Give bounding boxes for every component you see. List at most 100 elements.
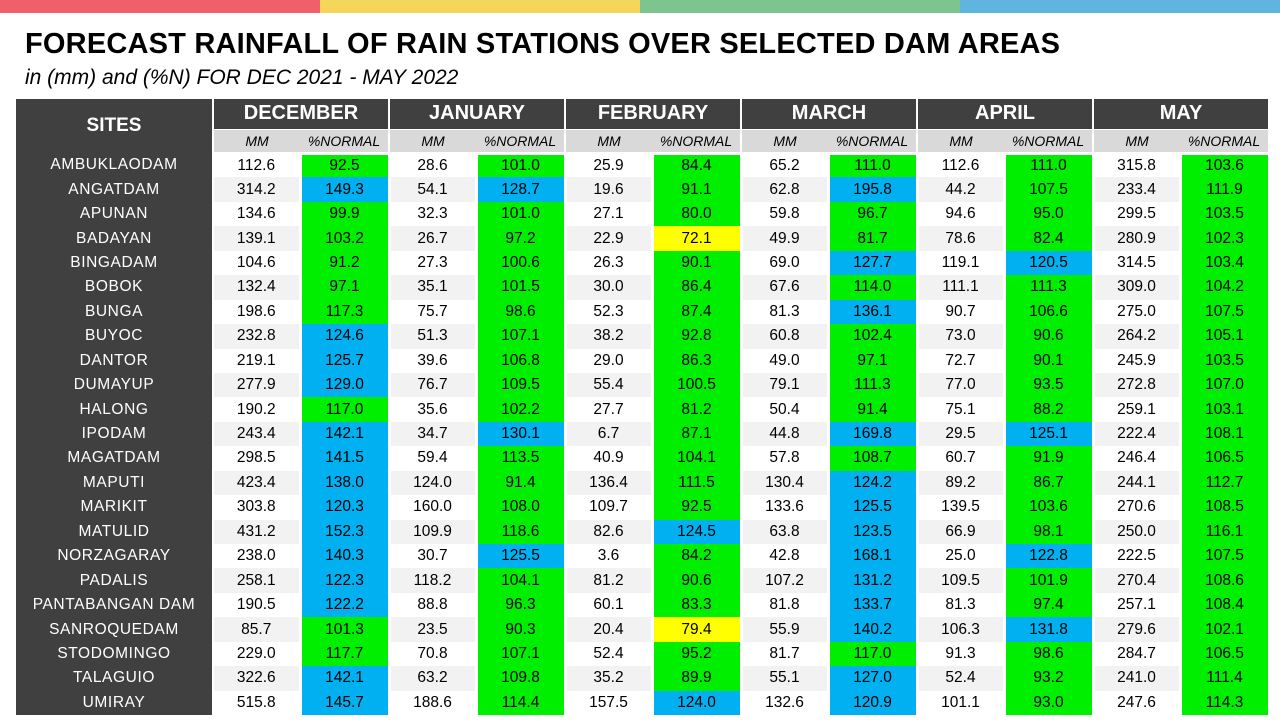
pct-normal-value-march: 91.4 [826, 397, 919, 422]
mm-value-march: 69.0 [741, 250, 828, 276]
mm-value-march: 57.8 [741, 446, 828, 471]
pct-normal-value-may: 102.1 [1178, 617, 1271, 642]
table-row: BINGADAM 104.6 91.2 27.3 100.6 26.3 90.1 69.0 12… [16, 250, 1271, 276]
mm-value-may: 309.0 [1093, 275, 1180, 300]
pct-normal-value-february: 84.2 [650, 544, 743, 569]
site-name: BOBOK [16, 275, 214, 300]
pct-normal-value-april: 125.1 [1002, 421, 1095, 447]
pct-normal-value-march: 136.1 [826, 299, 919, 325]
mm-value-january: 76.7 [389, 372, 476, 398]
pct-normal-value-december: 117.7 [298, 641, 391, 667]
site-name: UMIRAY [16, 690, 214, 716]
mm-value-may: 259.1 [1093, 397, 1180, 422]
pct-normal-value-april: 111.0 [1002, 153, 1095, 178]
table-row: BADAYAN 139.1 103.2 26.7 97.2 22.9 72.1 49.9 81.… [16, 226, 1271, 251]
pct-normal-value-january: 102.2 [474, 397, 567, 422]
subheader-pct-normal: %NORMAL [476, 129, 566, 155]
pct-normal-value-may: 108.6 [1178, 568, 1271, 593]
pct-normal-value-april: 131.8 [1002, 617, 1095, 642]
pct-normal-value-february: 124.5 [650, 519, 743, 544]
table-row: SANROQUEDAM 85.7 101.3 23.5 90.3 20.4 79.4 55.9… [16, 617, 1271, 642]
top-color-bar [0, 0, 1280, 13]
pct-normal-value-april: 120.5 [1002, 250, 1095, 276]
mm-value-march: 63.8 [741, 519, 828, 544]
mm-value-may: 244.1 [1093, 470, 1180, 496]
mm-value-february: 30.0 [565, 275, 652, 300]
mm-value-may: 280.9 [1093, 226, 1180, 251]
table-row: MAGATDAM 298.5 141.5 59.4 113.5 40.9 104.1 57.8… [16, 446, 1271, 471]
mm-value-december: 190.2 [213, 397, 300, 422]
mm-value-april: 81.3 [917, 592, 1004, 618]
table-row: HALONG 190.2 117.0 35.6 102.2 27.7 81.2 50.4 91.… [16, 397, 1271, 422]
mm-value-april: 72.7 [917, 348, 1004, 373]
site-name: MAPUTI [16, 470, 214, 496]
mm-value-january: 54.1 [389, 177, 476, 202]
pct-normal-value-december: 140.3 [298, 544, 391, 569]
pct-normal-value-april: 103.6 [1002, 495, 1095, 520]
mm-value-december: 258.1 [213, 568, 300, 593]
pct-normal-value-february: 89.9 [650, 666, 743, 691]
subheader-mm: MM [389, 129, 476, 155]
table-row: ANGATDAM 314.2 149.3 54.1 128.7 19.6 91.1 62.8 1… [16, 177, 1271, 202]
pct-normal-value-december: 142.1 [298, 666, 391, 691]
mm-value-march: 62.8 [741, 177, 828, 202]
subheader-mm: MM [917, 129, 1004, 155]
pct-normal-value-february: 87.4 [650, 299, 743, 325]
pct-normal-value-march: 117.0 [826, 641, 919, 667]
mm-value-january: 124.0 [389, 470, 476, 496]
pct-normal-value-february: 87.1 [650, 421, 743, 447]
pct-normal-value-april: 82.4 [1002, 226, 1095, 251]
pct-normal-value-february: 111.5 [650, 470, 743, 496]
mm-value-may: 270.4 [1093, 568, 1180, 593]
pct-normal-value-january: 104.1 [474, 568, 567, 593]
pct-normal-value-march: 169.8 [826, 421, 919, 447]
mm-value-february: 29.0 [565, 348, 652, 373]
subheader-mm: MM [213, 129, 300, 155]
mm-value-april: 90.7 [917, 299, 1004, 325]
mm-value-march: 67.6 [741, 275, 828, 300]
mm-value-march: 60.8 [741, 324, 828, 349]
table-row: NORZAGARAY 238.0 140.3 30.7 125.5 3.6 84.2 42.8… [16, 544, 1271, 569]
table-row: PANTABANGAN DAM 190.5 122.2 88.8 96.3 60.1 83.… [16, 592, 1271, 618]
pct-normal-value-march: 97.1 [826, 348, 919, 373]
table-row: BUNGA 198.6 117.3 75.7 98.6 52.3 87.4 81.3 136.1… [16, 299, 1271, 325]
mm-value-march: 65.2 [741, 153, 828, 178]
top-bar-segment-blue [960, 0, 1280, 13]
mm-value-january: 35.6 [389, 397, 476, 422]
pct-normal-value-february: 92.8 [650, 324, 743, 349]
mm-value-january: 70.8 [389, 641, 476, 667]
table-row: MAPUTI 423.4 138.0 124.0 91.4 136.4 111.5 130.4… [16, 470, 1271, 496]
site-name: PADALIS [16, 568, 214, 593]
pct-normal-value-december: 142.1 [298, 421, 391, 447]
pct-normal-value-may: 108.5 [1178, 495, 1271, 520]
mm-value-december: 134.6 [213, 201, 300, 227]
pct-normal-value-march: 195.8 [826, 177, 919, 202]
mm-value-may: 315.8 [1093, 153, 1180, 178]
pct-normal-value-february: 83.3 [650, 592, 743, 618]
pct-normal-value-december: 92.5 [298, 153, 391, 178]
pct-normal-value-may: 103.1 [1178, 397, 1271, 422]
pct-normal-value-december: 145.7 [298, 690, 391, 716]
mm-value-february: 157.5 [565, 690, 652, 716]
pct-normal-value-february: 86.4 [650, 275, 743, 300]
mm-value-april: 106.3 [917, 617, 1004, 642]
mm-value-march: 42.8 [741, 544, 828, 569]
pct-normal-value-january: 101.0 [474, 153, 567, 178]
mm-value-april: 91.3 [917, 641, 1004, 667]
pct-normal-value-march: 168.1 [826, 544, 919, 569]
pct-normal-value-february: 92.5 [650, 495, 743, 520]
site-name: SANROQUEDAM [16, 617, 214, 642]
mm-value-december: 238.0 [213, 544, 300, 569]
table-row: UMIRAY 515.8 145.7 188.6 114.4 157.5 124.0 132.… [16, 690, 1271, 716]
pct-normal-value-may: 107.5 [1178, 544, 1271, 569]
mm-value-march: 81.3 [741, 299, 828, 325]
pct-normal-value-february: 100.5 [650, 372, 743, 398]
mm-value-february: 38.2 [565, 324, 652, 349]
mm-value-december: 303.8 [213, 495, 300, 520]
mm-value-march: 49.0 [741, 348, 828, 373]
mm-value-february: 52.3 [565, 299, 652, 325]
mm-value-march: 130.4 [741, 470, 828, 496]
mm-value-march: 55.1 [741, 666, 828, 691]
mm-value-february: 60.1 [565, 592, 652, 618]
site-name: BADAYAN [16, 226, 214, 251]
